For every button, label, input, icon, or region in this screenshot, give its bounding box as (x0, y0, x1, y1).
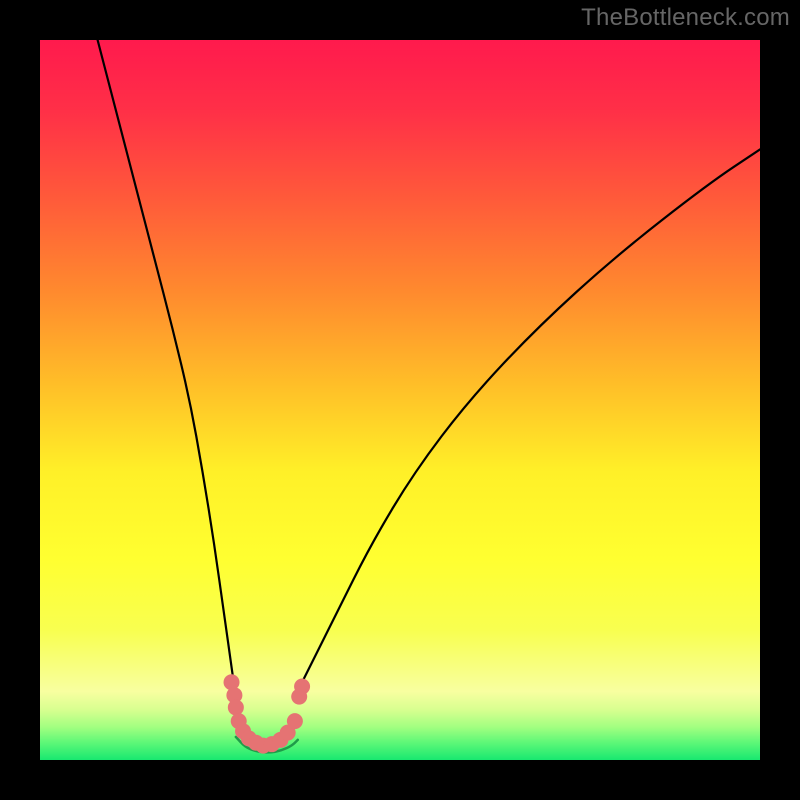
bottleneck-curve-chart (40, 40, 760, 760)
marker-point (287, 713, 303, 729)
plot-area (40, 40, 760, 760)
marker-point (228, 699, 244, 715)
gradient-background (40, 40, 760, 760)
marker-point (294, 679, 310, 695)
figure-container: TheBottleneck.com (0, 0, 800, 800)
watermark-text: TheBottleneck.com (581, 4, 790, 32)
